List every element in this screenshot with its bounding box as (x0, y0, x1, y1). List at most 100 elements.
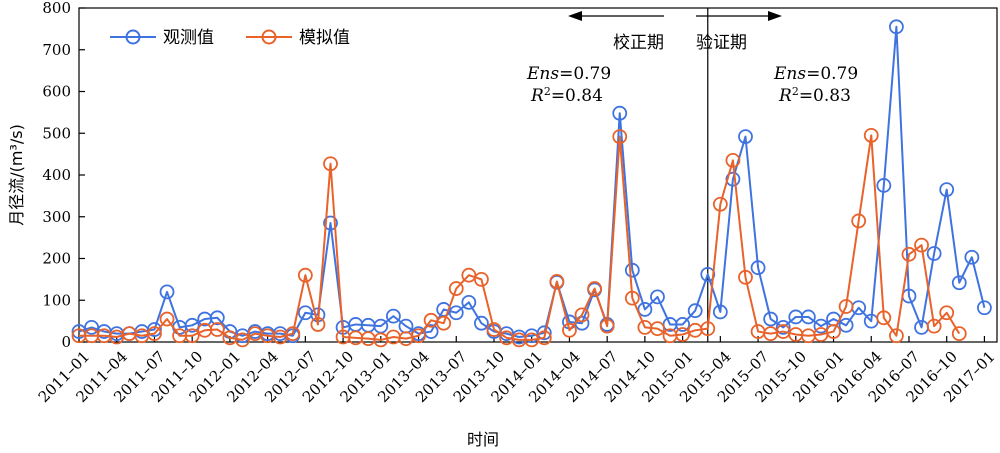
observed-point (813, 318, 829, 334)
observed-point (637, 302, 653, 317)
simulated-point (184, 328, 200, 344)
observed-point (926, 246, 942, 261)
observed-point (876, 178, 892, 193)
simulated-point (889, 328, 904, 344)
y-axis: 0 100 200 300 400 500 600 700 800 (42, 0, 85, 351)
y-tick-label: 0 (61, 333, 71, 351)
simulated-point (738, 269, 753, 285)
simulated-point (310, 317, 326, 332)
validation-arrow (696, 11, 782, 21)
observed-point (209, 310, 225, 326)
simulated-point (725, 152, 741, 168)
legend-simulated-marker (261, 29, 277, 45)
calibration-ens-value: =0.79 (559, 64, 611, 84)
simulated-point (574, 307, 590, 323)
validation-period-label: 验证期 (696, 33, 747, 53)
observed-point (687, 303, 703, 319)
simulated-point (876, 310, 892, 326)
simulated-point (712, 196, 728, 212)
simulated-point (838, 299, 854, 314)
observed-point (474, 315, 489, 331)
simulated-point (549, 274, 565, 289)
y-tick-label: 800 (42, 0, 71, 17)
validation-r2-value: =0.83 (799, 86, 851, 106)
observed-point (323, 215, 338, 231)
simulated-point (235, 332, 250, 348)
simulated-point (159, 311, 175, 327)
x-axis-title: 时间 (467, 430, 499, 449)
calibration-r2-value: =0.84 (551, 86, 603, 106)
validation-ens-value: =0.79 (806, 64, 858, 84)
y-tick-label: 200 (42, 250, 71, 268)
calibration-ens-stat: Ens=0.79 (526, 64, 611, 84)
simulated-point (448, 281, 464, 296)
simulated-point (285, 326, 301, 342)
simulated-point (536, 330, 552, 346)
validation-ens-stat: Ens=0.79 (773, 64, 858, 84)
simulated-point (587, 281, 602, 296)
observed-point (650, 289, 665, 305)
simulated-point (650, 321, 665, 337)
simulated-point (411, 328, 426, 344)
legend-observed-marker (125, 29, 141, 45)
y-tick-label: 700 (42, 41, 71, 59)
observed-point (763, 311, 779, 327)
y-tick-label: 100 (42, 291, 71, 309)
calibration-r2-sup: 2 (544, 85, 551, 98)
simulated-point (297, 267, 313, 283)
simulated-point (951, 326, 967, 342)
calibration-period-label: 校正期 (613, 33, 664, 53)
y-tick-label: 500 (42, 124, 71, 142)
calibration-ens-name: Ens (526, 64, 559, 84)
simulated-series-line (79, 134, 961, 341)
y-tick-label: 400 (42, 166, 71, 184)
simulated-point (209, 322, 225, 337)
validation-r2-stat: R2=0.83 (778, 85, 851, 106)
observed-point (147, 322, 162, 337)
simulated-point (474, 271, 489, 287)
simulated-point (599, 318, 615, 334)
validation-r2-name: R (778, 86, 792, 106)
observed-point (800, 309, 816, 325)
observed-point (675, 317, 691, 332)
y-axis-title: 月径流/(m³/s) (7, 124, 26, 226)
simulated-point (939, 305, 955, 321)
observed-point (385, 308, 401, 324)
observed-point (624, 262, 640, 278)
observed-point (838, 317, 854, 333)
calibration-r2-stat: R2=0.84 (530, 85, 603, 106)
observed-point (712, 304, 728, 320)
simulated-point (436, 315, 452, 331)
validation-ens-name: Ens (773, 64, 806, 84)
observed-point (775, 319, 791, 335)
observed-point (738, 129, 753, 144)
legend: 观测值 模拟值 (110, 28, 350, 48)
simulated-point (147, 326, 162, 342)
observed-point (184, 317, 200, 333)
observed-point (461, 294, 477, 310)
legend-simulated-label: 模拟值 (299, 28, 350, 48)
calibration-r2-name: R (530, 86, 544, 106)
series-layer (71, 19, 992, 348)
observed-point (448, 305, 464, 321)
validation-r2-sup: 2 (792, 85, 799, 98)
observed-point (700, 266, 716, 282)
observed-point (725, 171, 741, 187)
simulated-point (624, 290, 640, 306)
simulated-point (562, 322, 577, 338)
plot-frame (78, 7, 998, 343)
observed-point (951, 275, 967, 291)
y-tick-label: 600 (42, 83, 71, 101)
simulated-point (914, 237, 929, 253)
observed-point (964, 249, 980, 265)
simulated-point (851, 213, 867, 229)
observed-point (939, 182, 955, 198)
legend-observed-label: 观测值 (163, 28, 214, 48)
observed-point (536, 325, 552, 341)
observed-point (612, 105, 628, 121)
simulated-point (700, 321, 716, 337)
y-tick-label: 300 (42, 208, 71, 226)
observed-point (977, 300, 992, 316)
observed-point (750, 260, 766, 276)
